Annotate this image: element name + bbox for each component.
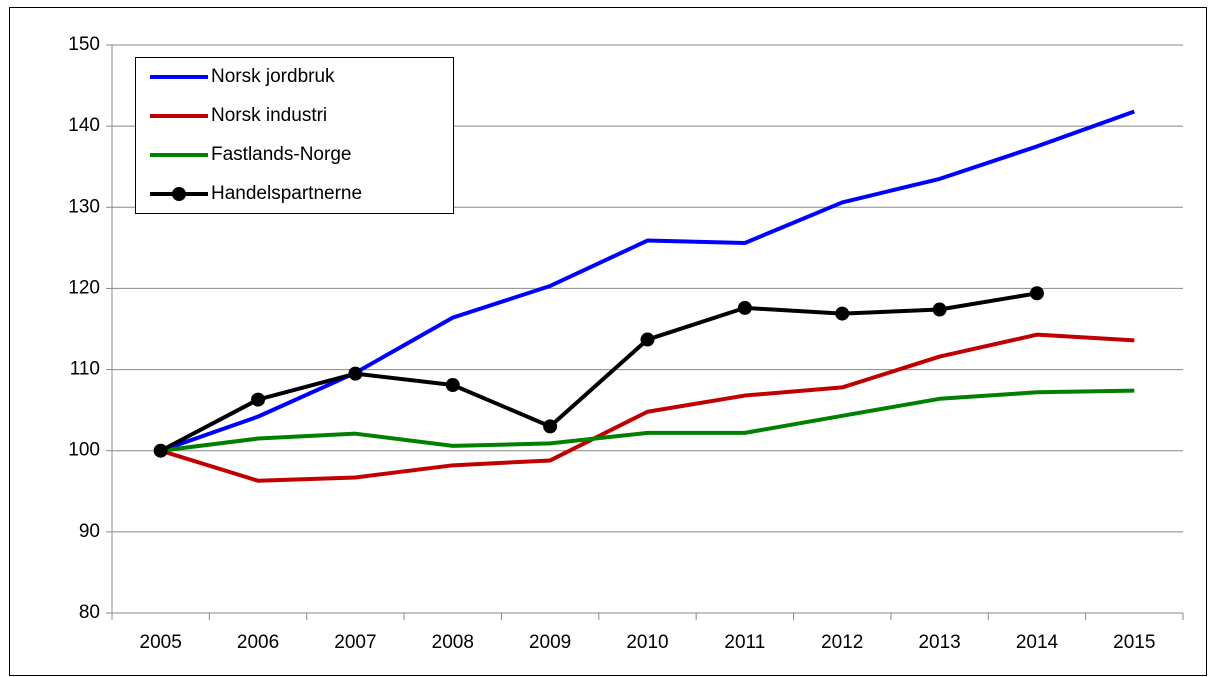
point: [153, 443, 168, 458]
point: [445, 377, 460, 392]
y-tick-label: 140: [68, 115, 100, 136]
x-tick-label: 2011: [724, 632, 765, 653]
y-tick-label: 110: [70, 359, 100, 380]
point: [1029, 286, 1044, 301]
point: [932, 302, 947, 317]
point: [251, 392, 266, 407]
series-line: [159, 291, 1038, 453]
legend-label: Norsk jordbruk: [211, 66, 335, 87]
x-tick-label: 2014: [1016, 632, 1059, 653]
y-tick-label: 90: [79, 521, 100, 542]
series-line: [160, 388, 1135, 453]
legend-label: Fastlands-Norge: [211, 144, 351, 165]
x-tick-label: 2009: [529, 632, 571, 653]
y-tick-label: 150: [68, 34, 100, 55]
point: [543, 419, 558, 434]
series-line: [160, 109, 1135, 453]
point: [737, 300, 752, 315]
legend-label: Handelspartnerne: [211, 183, 362, 204]
point: [640, 332, 655, 347]
x-tick-label: 2008: [432, 632, 474, 653]
point: [348, 366, 363, 381]
x-tick-label: 2007: [334, 632, 376, 653]
series-line: [160, 332, 1135, 483]
x-tick-label: 2013: [918, 632, 960, 653]
x-tick-label: 2006: [237, 632, 279, 653]
y-tick-label: 100: [68, 440, 100, 461]
point: [835, 306, 850, 321]
x-tick-label: 2012: [821, 632, 863, 653]
legend-box: [135, 57, 454, 214]
y-tick-label: 120: [68, 277, 100, 298]
x-tick-label: 2015: [1113, 632, 1155, 653]
legend-marker: [172, 187, 186, 201]
y-tick-label: 80: [79, 602, 100, 623]
legend-label: Norsk industri: [211, 105, 327, 126]
x-tick-label: 2010: [626, 632, 668, 653]
y-tick-label: 130: [68, 196, 100, 217]
x-tick-label: 2005: [140, 632, 182, 653]
